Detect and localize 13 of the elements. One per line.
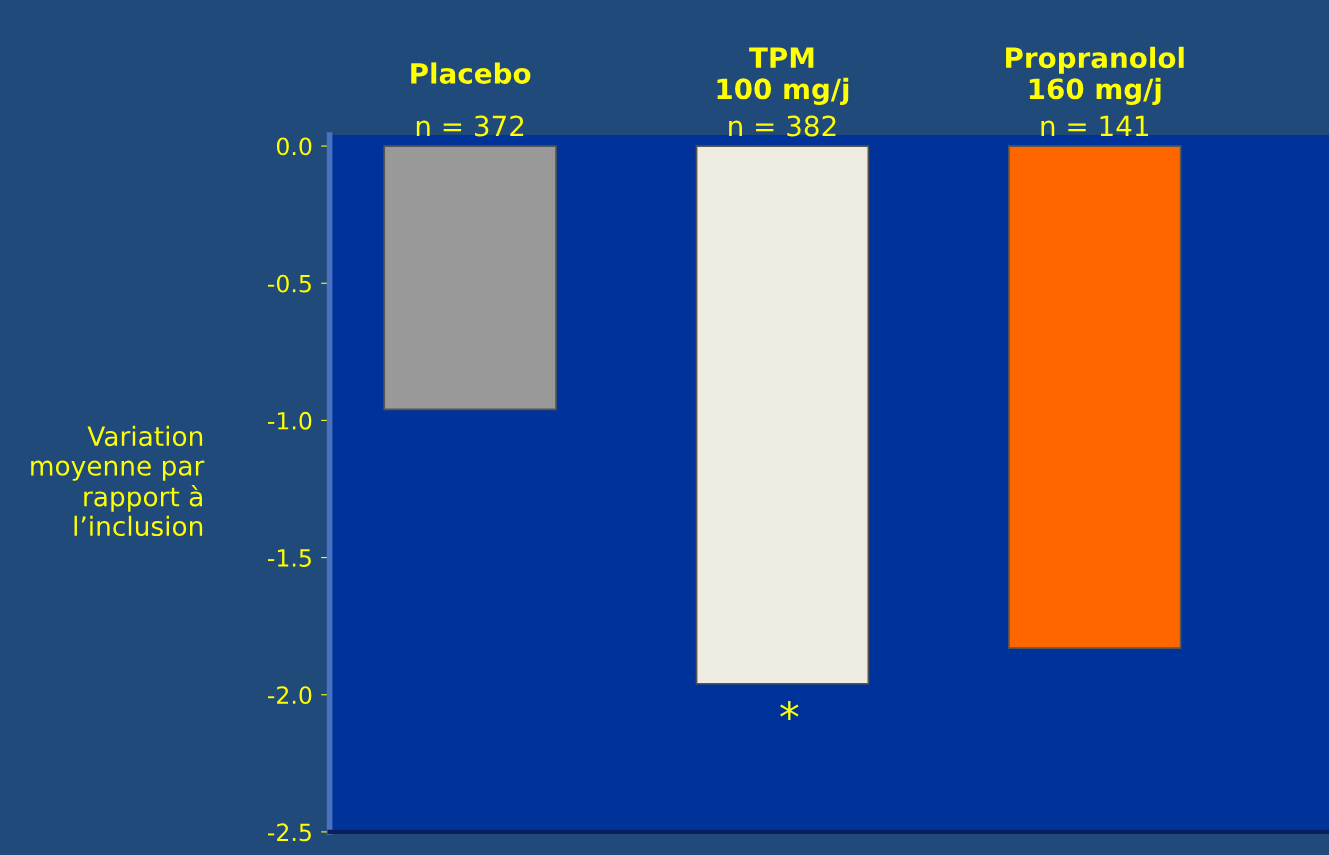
y-axis-title: Variation moyenne par rapport à l’inclusion bbox=[31, 425, 205, 537]
annotation: n = 141 bbox=[1041, 115, 1148, 137]
annotation: n = 372 bbox=[416, 115, 524, 137]
annotation: * bbox=[780, 701, 799, 720]
y-tick-label: 0.0 bbox=[276, 137, 312, 156]
x-tick-label: Placebo bbox=[411, 62, 531, 84]
y-tick-label: -1.5 bbox=[268, 549, 311, 567]
y-tick-label: -2.5 bbox=[268, 823, 311, 842]
x-tick-label: TPM 100 mg/j bbox=[717, 47, 849, 105]
y-tick-label: -2.0 bbox=[268, 686, 312, 705]
y-tick-label: -0.5 bbox=[268, 274, 311, 293]
annotation: n = 382 bbox=[729, 115, 836, 137]
y-tick-label: -1.0 bbox=[268, 411, 312, 430]
